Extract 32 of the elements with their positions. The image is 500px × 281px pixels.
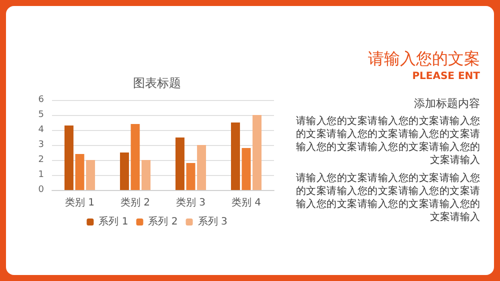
text: PLEASE ENT [411, 70, 480, 84]
bar [175, 138, 184, 190]
y-tick-label: 4 [38, 125, 44, 135]
text: 添加标题内容 [413, 96, 480, 112]
bar [186, 163, 196, 190]
y-tick-label: 1 [38, 170, 44, 180]
bar [230, 122, 240, 190]
legend-label: 系列 2 [148, 216, 178, 228]
bar [86, 160, 96, 190]
bar [252, 115, 262, 190]
x-tick-label: 类别 4 [231, 196, 262, 208]
x-tick-label: 类别 1 [64, 196, 95, 208]
y-tick-label: 6 [38, 95, 44, 105]
bar [197, 145, 206, 190]
x-tick-label: 类别 2 [120, 196, 150, 208]
y-tick-label: 3 [38, 140, 44, 150]
y-tick-label: 2 [38, 155, 44, 165]
bar [120, 152, 129, 190]
bar [130, 124, 140, 190]
legend-label: 系列 3 [198, 216, 228, 228]
chart-title: 图表标题 [133, 76, 181, 90]
y-tick-label: 5 [38, 110, 44, 120]
x-tick-label: 类别 3 [176, 196, 206, 208]
text: 请输入您的文案 [367, 48, 480, 70]
bar [142, 160, 151, 190]
bar [75, 154, 84, 190]
text: 请输入您的文案请输入您的文案请输入您的文案请输入您的文案请输入您的文案请输入您的文案请输入您的文案请输入您的文案请输入 [296, 115, 480, 167]
text: 请输入您的文案请输入您的文案请输入您的文案请输入您的文案请输入您的文案请输入您的文案请输入您的文案请输入您的文案请输入 [296, 172, 480, 224]
legend-label: 系列 1 [98, 216, 128, 228]
bar [242, 148, 251, 190]
y-tick-label: 0 [38, 185, 44, 195]
bar [64, 126, 74, 190]
